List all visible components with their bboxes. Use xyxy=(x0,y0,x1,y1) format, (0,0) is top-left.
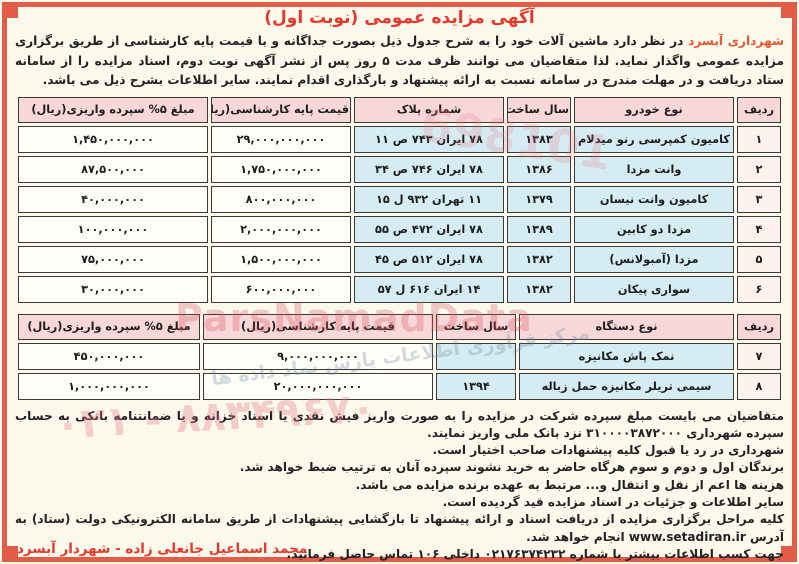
cell-build-year xyxy=(436,342,516,370)
cell-build-year: ۱۳۹۴ xyxy=(436,372,516,400)
table-row: ۲ وانت مزدا ۱۳۸۶ ۷۸ ایران ۷۴۶ ص ۳۴ ۱,۷۵۰… xyxy=(18,155,781,183)
intro-paragraph: شهرداری آبسرد در نظر دارد ماشین آلات خود… xyxy=(15,32,784,91)
conditions-list: متقاضیان می بایست مبلغ سپرده شرکت در مزا… xyxy=(15,408,784,564)
cell-plate-number: ۷۸ ایران ۷۴۳ ص ۱۱ xyxy=(354,125,504,153)
machines-table: ردیف نوع دستگاه سال ساخت قیمت پایه کارشن… xyxy=(15,311,784,403)
frame-corner-step xyxy=(781,546,792,557)
table-row: ۵ مزدا (آمبولانس) ۱۳۸۲ ۷۸ ایران ۵۱۲ ص ۴۵… xyxy=(18,245,781,273)
vehicles-header-row: ردیف نوع خودرو سال ساخت شماره پلاک قیمت … xyxy=(18,96,781,123)
cell-build-year: ۱۳۸۹ xyxy=(507,215,571,243)
cell-base-price: ۲۹,۰۰۰,۰۰۰,۰۰۰ xyxy=(211,125,351,153)
cell-row-number: ۵ xyxy=(737,245,781,273)
mayor-signature: محمد اسماعیل جانعلی زاده - شهردار آبسرد xyxy=(17,541,308,557)
cell-row-number: ۲ xyxy=(737,155,781,183)
header-deposit-amount: مبلغ ۵% سپرده واریزی(ریال) xyxy=(18,96,208,123)
cell-vehicle-type: مزدا (آمبولانس) xyxy=(574,245,734,273)
frame-corner-step xyxy=(781,7,792,18)
table-row: ۶ سواری پیکان ۱۳۸۲ ۱۴ ایران ۶۱۶ ل ۵۷ ۶۰۰… xyxy=(18,275,781,303)
cell-plate-number: ۱۴ ایران ۶۱۶ ل ۵۷ xyxy=(354,275,504,303)
note-other-details: سایر اطلاعات و جزئیات در اسناد مزایده قی… xyxy=(442,494,784,509)
cell-base-price: ۱,۷۵۰,۰۰۰,۰۰۰ xyxy=(211,155,351,183)
header-base-price: قیمت پایه کارشناسی(ریال) xyxy=(203,313,433,340)
cell-deposit-amount: ۳۰,۰۰۰,۰۰۰ xyxy=(18,275,208,303)
cell-deposit-amount: ۴۵۰,۰۰۰,۰۰۰ xyxy=(18,342,200,370)
header-deposit-amount: مبلغ ۵% سپرده واریزی(ریال) xyxy=(18,313,200,340)
note-setad-process: کلیه مراحل برگزاری مزایده از دریافت اسنا… xyxy=(15,512,784,544)
cell-row-number: ۷ xyxy=(737,342,781,370)
table-row: ۷ نمک پاش مکانیزه ۹,۰۰۰,۰۰۰,۰۰۰ ۴۵۰,۰۰۰,… xyxy=(18,342,781,370)
cell-base-price: ۱,۵۰۰,۰۰۰,۰۰۰ xyxy=(211,245,351,273)
page-title: آگهی مزایده عمومی (نوبت اول) xyxy=(264,8,535,28)
header-machine-type: نوع دستگاه xyxy=(519,313,734,340)
cell-deposit-amount: ۷۵,۰۰۰,۰۰۰ xyxy=(18,245,208,273)
cell-deposit-amount: ۱,۰۰۰,۰۰۰,۰۰۰ xyxy=(18,372,200,400)
frame-corner-step xyxy=(7,546,18,557)
note-transfer-costs: هزینه ها اعم از نقل و انتقال و... مرتبط … xyxy=(355,477,784,492)
cell-base-price: ۹,۰۰۰,۰۰۰,۰۰۰ xyxy=(203,342,433,370)
table-row: ۸ سیمی تریلر مکانیزه حمل زباله ۱۳۹۴ ۲۰,۰… xyxy=(18,372,781,400)
cell-row-number: ۱ xyxy=(737,125,781,153)
note-right-to-reject: شهرداری در رد یا قبول کلیه پیشنهادات صاح… xyxy=(432,443,784,458)
header-vehicle-type: نوع خودرو xyxy=(574,96,734,123)
cell-row-number: ۸ xyxy=(737,372,781,400)
cell-vehicle-type: کامیون کمپرسی رنو میدلام xyxy=(574,125,734,153)
cell-machine-type: نمک پاش مکانیزه xyxy=(519,342,734,370)
cell-build-year: ۱۳۸۲ xyxy=(507,245,571,273)
cell-plate-number: ۷۸ ایران ۴۷۲ ص ۵۵ xyxy=(354,215,504,243)
cell-vehicle-type: وانت مزدا xyxy=(574,155,734,183)
frame-corner-step xyxy=(7,7,18,18)
header-build-year: سال ساخت xyxy=(507,96,571,123)
cell-plate-number: ۷۸ ایران ۵۱۲ ص ۴۵ xyxy=(354,245,504,273)
cell-row-number: ۳ xyxy=(737,185,781,213)
cell-base-price: ۲,۰۰۰,۰۰۰,۰۰۰ xyxy=(211,215,351,243)
cell-deposit-amount: ۸۷,۵۰۰,۰۰۰ xyxy=(18,155,208,183)
note-contact-phone: جهت کسب اطلاعات بیشتر با شماره ۰۲۱۷۶۳۷۴۲… xyxy=(286,546,784,561)
cell-build-year: ۱۳۷۹ xyxy=(507,185,571,213)
vehicles-table: ردیف نوع خودرو سال ساخت شماره پلاک قیمت … xyxy=(15,94,784,306)
cell-deposit-amount: ۱,۴۵۰,۰۰۰,۰۰۰ xyxy=(18,125,208,153)
header-plate-number: شماره پلاک xyxy=(354,96,504,123)
cell-row-number: ۶ xyxy=(737,275,781,303)
table-row: ۳ کامیون وانت نیسان ۱۳۷۹ ۱۱ تهران ۹۳۲ ل … xyxy=(18,185,781,213)
header-row-number: ردیف xyxy=(737,313,781,340)
cell-base-price: ۸۰۰,۰۰۰,۰۰۰ xyxy=(211,185,351,213)
machines-header-row: ردیف نوع دستگاه سال ساخت قیمت پایه کارشن… xyxy=(18,313,781,340)
cell-build-year: ۱۳۸۶ xyxy=(507,155,571,183)
ad-content: آگهی مزایده عمومی (نوبت اول) شهرداری آبس… xyxy=(15,8,784,561)
cell-base-price: ۲۰,۰۰۰,۰۰۰,۰۰۰ xyxy=(203,372,433,400)
cell-plate-number: ۷۸ ایران ۷۴۶ ص ۳۴ xyxy=(354,155,504,183)
cell-vehicle-type: مزدا دو کابین xyxy=(574,215,734,243)
cell-plate-number: ۱۱ تهران ۹۳۲ ل ۱۵ xyxy=(354,185,504,213)
cell-vehicle-type: کامیون وانت نیسان xyxy=(574,185,734,213)
note-winners-forfeit: برندگان اول و دوم و سوم هرگاه حاضر به خر… xyxy=(239,460,784,475)
cell-deposit-amount: ۱۰۰,۰۰۰,۰۰۰ xyxy=(18,215,208,243)
cell-build-year: ۱۳۸۳ xyxy=(507,125,571,153)
header-base-price: قیمت پایه کارشناسی(ریال) xyxy=(211,96,351,123)
note-deposit-payment: متقاضیان می بایست مبلغ سپرده شرکت در مزا… xyxy=(15,408,784,440)
cell-deposit-amount: ۴۰,۰۰۰,۰۰۰ xyxy=(18,185,208,213)
table-row: ۴ مزدا دو کابین ۱۳۸۹ ۷۸ ایران ۴۷۲ ص ۵۵ ۲… xyxy=(18,215,781,243)
cell-build-year: ۱۳۸۲ xyxy=(507,275,571,303)
cell-base-price: ۶۰۰,۰۰۰,۰۰۰ xyxy=(211,275,351,303)
intro-text: در نظر دارد ماشین آلات خود را به شرح جدو… xyxy=(15,34,784,87)
header-build-year: سال ساخت xyxy=(436,313,516,340)
cell-vehicle-type: سواری پیکان xyxy=(574,275,734,303)
header-row-number: ردیف xyxy=(737,96,781,123)
cell-row-number: ۴ xyxy=(737,215,781,243)
municipality-name: شهرداری آبسرد xyxy=(688,34,784,48)
table-row: ۱ کامیون کمپرسی رنو میدلام ۱۳۸۳ ۷۸ ایران… xyxy=(18,125,781,153)
cell-machine-type: سیمی تریلر مکانیزه حمل زباله xyxy=(519,372,734,400)
